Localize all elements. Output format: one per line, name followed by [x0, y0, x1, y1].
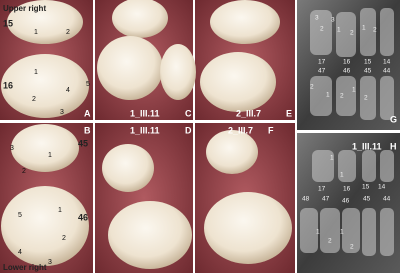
- panel-letter: C: [185, 108, 192, 118]
- panel-letter: A: [84, 108, 91, 118]
- panel-letter: D: [185, 125, 192, 135]
- cusp-label: 2: [62, 235, 66, 242]
- tooth-number: 47: [322, 196, 330, 203]
- tooth-number: 14: [383, 59, 391, 66]
- radiograph-teeth: [300, 8, 394, 256]
- tooth-number: 16: [343, 186, 351, 193]
- tooth-number: 15: [3, 18, 13, 28]
- tooth-number: 45: [364, 68, 372, 75]
- root-label: 2: [328, 238, 332, 245]
- tooth-number: 16: [343, 59, 351, 66]
- cusp-label: 5: [86, 81, 90, 88]
- root-label: 3: [331, 17, 335, 24]
- tooth-number: 44: [383, 68, 391, 75]
- cusp-label: 1: [34, 69, 38, 76]
- root-label: 2: [310, 84, 314, 91]
- tooth-number: 45: [363, 196, 371, 203]
- root-label: 2: [320, 26, 324, 33]
- root-label: 1: [316, 229, 320, 236]
- teeth: [1, 0, 292, 269]
- cusp-label: 5: [18, 212, 22, 219]
- root-label: 2: [350, 244, 354, 251]
- cusp-label: 1: [48, 152, 52, 159]
- panel-letter: F: [268, 125, 274, 135]
- cusp-label: 2: [66, 29, 70, 36]
- cusp-label: 3: [60, 109, 64, 116]
- tooth-number: 44: [383, 196, 391, 203]
- root-label: 1: [362, 25, 366, 32]
- root-label: 1: [340, 172, 344, 179]
- root-label: 2: [373, 27, 377, 34]
- root-label: 1: [326, 92, 330, 99]
- specimen-label: 1_III.11: [130, 108, 160, 118]
- tooth-number: 47: [318, 68, 326, 75]
- root-label: 2: [364, 95, 368, 102]
- cusp-label: 4: [18, 249, 22, 256]
- root-label: 1: [330, 155, 334, 162]
- tooth-number: 17: [318, 59, 326, 66]
- root-label: 2: [340, 93, 344, 100]
- cusp-label: 3: [48, 259, 52, 266]
- specimen-label: 1_III.11: [130, 125, 160, 135]
- tooth-number: 46: [342, 198, 350, 205]
- tooth-number: 16: [3, 80, 13, 90]
- cusp-label: 2: [22, 168, 26, 175]
- specimen-label: 2_III.7: [236, 108, 261, 118]
- cusp-label: 1: [34, 29, 38, 36]
- cusp-label: 2: [32, 96, 36, 103]
- tooth-number: 14: [378, 184, 386, 191]
- tooth-number: 15: [362, 184, 370, 191]
- panel-title: Lower right: [3, 263, 47, 272]
- root-label: 3: [315, 15, 319, 22]
- cusp-label: 3: [10, 145, 14, 152]
- tooth-number: 17: [318, 186, 326, 193]
- root-label: 1: [340, 229, 344, 236]
- cusp-label: 1: [58, 207, 62, 214]
- panel-letter: G: [390, 114, 397, 124]
- root-label: 1: [352, 87, 356, 94]
- tooth-number: 46: [343, 68, 351, 75]
- tooth-number: 45: [78, 138, 88, 148]
- panel-letter: H: [390, 141, 397, 151]
- tooth-number: 15: [364, 59, 372, 66]
- root-label: 1: [337, 27, 341, 34]
- tooth-number: 46: [78, 212, 88, 222]
- cusp-label: 4: [66, 87, 70, 94]
- tooth-number: 48: [302, 196, 310, 203]
- specimen-label: 2_III.7: [228, 125, 253, 135]
- panel-letter: E: [286, 108, 292, 118]
- panel-title: Upper right: [3, 4, 46, 13]
- panel-letter: B: [84, 125, 91, 135]
- root-label: 2: [350, 30, 354, 37]
- specimen-label: 1_III.11: [352, 141, 382, 151]
